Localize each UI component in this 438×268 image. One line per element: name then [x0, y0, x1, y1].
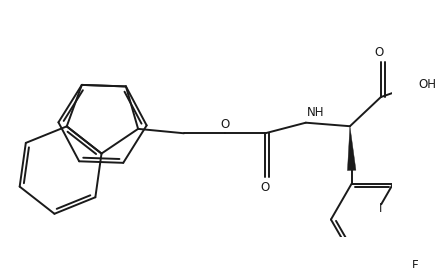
Polygon shape	[347, 126, 356, 170]
Text: OH: OH	[419, 78, 437, 91]
Text: O: O	[374, 46, 384, 59]
Text: O: O	[261, 181, 270, 194]
Text: I: I	[379, 202, 382, 215]
Text: O: O	[220, 118, 229, 131]
Text: NH: NH	[307, 106, 324, 119]
Text: F: F	[412, 259, 418, 268]
